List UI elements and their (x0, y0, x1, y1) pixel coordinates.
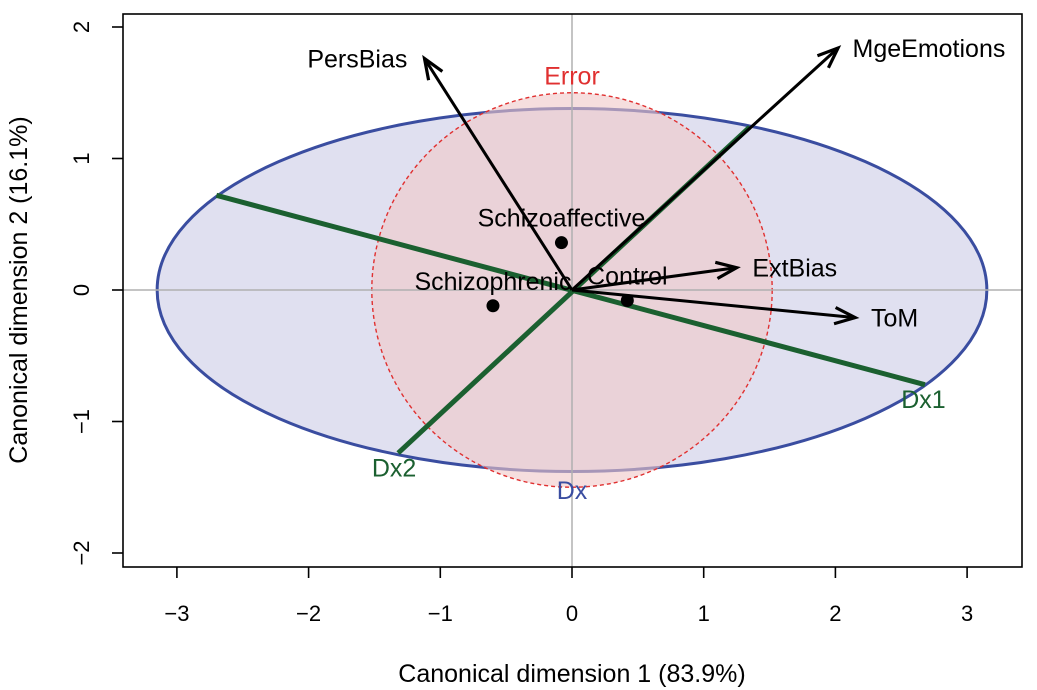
tom-arrowhead (833, 306, 860, 326)
x-tick-label: 0 (566, 601, 578, 626)
schizoaffective-point (554, 236, 568, 250)
x-tick-label: 2 (829, 601, 841, 626)
schizophrenic-point (486, 299, 500, 313)
mgeemotions-arrowhead (816, 45, 842, 69)
dx2-label: Dx2 (372, 455, 416, 483)
dx1-label: Dx1 (901, 386, 945, 414)
tom-vector-label: ToM (871, 305, 918, 333)
control-point-label: Control (587, 263, 668, 291)
extbias-arrowhead (714, 260, 741, 280)
mgeemotions-vector-label: MgeEmotions (853, 35, 1006, 63)
y-tick-label: 0 (69, 284, 94, 296)
y-tick-label: −2 (69, 540, 94, 565)
x-tick-label: 3 (961, 601, 973, 626)
error-ellipse-label: Error (544, 63, 600, 91)
x-tick-label: −1 (428, 601, 453, 626)
persbias-vector (423, 57, 574, 291)
extbias-vector (571, 266, 737, 292)
y-tick-label: 2 (69, 21, 94, 33)
tom-vector (571, 288, 856, 320)
schizophrenic-point-label: Schizophrenic (414, 268, 571, 296)
schizoaffective-point-label: Schizoaffective (478, 205, 646, 233)
x-tick-label: −3 (164, 601, 189, 626)
x-axis-title: Canonical dimension 1 (83.9%) (398, 660, 745, 688)
persbias-vector-label: PersBias (307, 46, 407, 74)
persbias-arrowhead (422, 54, 444, 81)
extbias-vector-label: ExtBias (752, 255, 837, 283)
control-point (620, 294, 634, 308)
x-tick-label: 1 (698, 601, 710, 626)
y-tick-label: 1 (69, 152, 94, 164)
mgeemotions-vector (570, 46, 840, 292)
y-tick-label: −1 (69, 409, 94, 434)
y-axis-title: Canonical dimension 2 (16.1%) (5, 116, 33, 463)
x-tick-label: −2 (296, 601, 321, 626)
dx-ellipse-label: Dx (557, 477, 588, 505)
